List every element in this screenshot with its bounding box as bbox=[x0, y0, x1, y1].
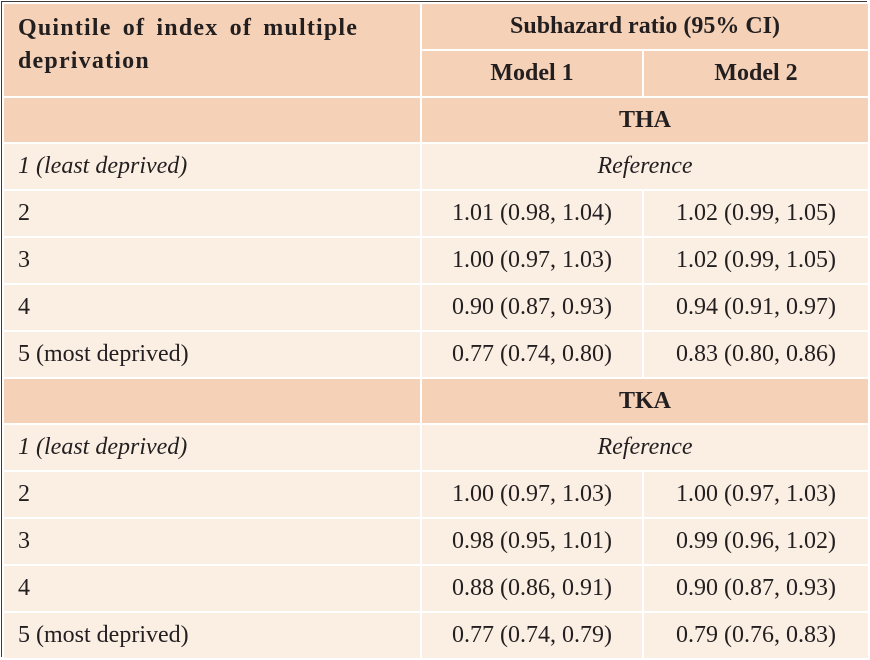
row-label: 3 bbox=[2, 236, 422, 285]
model2-cell: 1.02 (0.99, 1.05) bbox=[641, 189, 870, 238]
section-title: THA bbox=[419, 96, 870, 144]
reference-cell: Reference bbox=[419, 142, 870, 191]
model2-cell: 0.90 (0.87, 0.93) bbox=[641, 564, 870, 613]
table-row: 3 0.98 (0.95, 1.01) 0.99 (0.96, 1.02) bbox=[2, 517, 870, 566]
model1-cell: 0.98 (0.95, 1.01) bbox=[420, 517, 644, 566]
row-header: Quintile of index of multiple deprivatio… bbox=[2, 2, 422, 98]
section-spacer bbox=[2, 96, 422, 144]
row-label: 5 (most deprived) bbox=[2, 330, 422, 379]
row-label: 3 bbox=[2, 517, 422, 566]
model1-cell: 0.77 (0.74, 0.79) bbox=[420, 611, 644, 660]
row-label: 2 bbox=[2, 189, 422, 238]
table-row: 1 (least deprived) Reference bbox=[2, 423, 870, 472]
reference-cell: Reference bbox=[419, 423, 870, 472]
model1-cell: 1.00 (0.97, 1.03) bbox=[420, 470, 644, 519]
model1-cell: 0.90 (0.87, 0.93) bbox=[420, 283, 644, 332]
model1-cell: 0.77 (0.74, 0.80) bbox=[420, 330, 644, 379]
section-spacer bbox=[2, 377, 422, 425]
section-title: TKA bbox=[419, 377, 870, 425]
row-label: 1 (least deprived) bbox=[2, 423, 422, 472]
row-label: 1 (least deprived) bbox=[2, 142, 422, 191]
section-row: TKA bbox=[2, 377, 870, 425]
table-row: 5 (most deprived) 0.77 (0.74, 0.79) 0.79… bbox=[2, 611, 870, 660]
row-label: 5 (most deprived) bbox=[2, 611, 422, 660]
model1-cell: 0.88 (0.86, 0.91) bbox=[420, 564, 644, 613]
model1-cell: 1.00 (0.97, 1.03) bbox=[420, 236, 644, 285]
row-label: 4 bbox=[2, 564, 422, 613]
model2-cell: 0.99 (0.96, 1.02) bbox=[641, 517, 870, 566]
model2-cell: 1.02 (0.99, 1.05) bbox=[641, 236, 870, 285]
table-row: 5 (most deprived) 0.77 (0.74, 0.80) 0.83… bbox=[2, 330, 870, 379]
table-row: 2 1.00 (0.97, 1.03) 1.00 (0.97, 1.03) bbox=[2, 470, 870, 519]
table-row: 3 1.00 (0.97, 1.03) 1.02 (0.99, 1.05) bbox=[2, 236, 870, 285]
model1-cell: 1.01 (0.98, 1.04) bbox=[420, 189, 644, 238]
model2-header: Model 2 bbox=[641, 49, 870, 98]
model2-cell: 0.83 (0.80, 0.86) bbox=[641, 330, 870, 379]
model2-cell: 0.79 (0.76, 0.83) bbox=[641, 611, 870, 660]
model1-header: Model 1 bbox=[420, 49, 644, 98]
table-row: 4 0.90 (0.87, 0.93) 0.94 (0.91, 0.97) bbox=[2, 283, 870, 332]
table-row: 4 0.88 (0.86, 0.91) 0.90 (0.87, 0.93) bbox=[2, 564, 870, 613]
row-label: 2 bbox=[2, 470, 422, 519]
model2-cell: 1.00 (0.97, 1.03) bbox=[641, 470, 870, 519]
section-row: THA bbox=[2, 96, 870, 144]
row-label: 4 bbox=[2, 283, 422, 332]
model2-cell: 0.94 (0.91, 0.97) bbox=[641, 283, 870, 332]
group-header: Subhazard ratio (95% CI) bbox=[419, 2, 870, 51]
table-row: 1 (least deprived) Reference bbox=[2, 142, 870, 191]
table-row: 2 1.01 (0.98, 1.04) 1.02 (0.99, 1.05) bbox=[2, 189, 870, 238]
